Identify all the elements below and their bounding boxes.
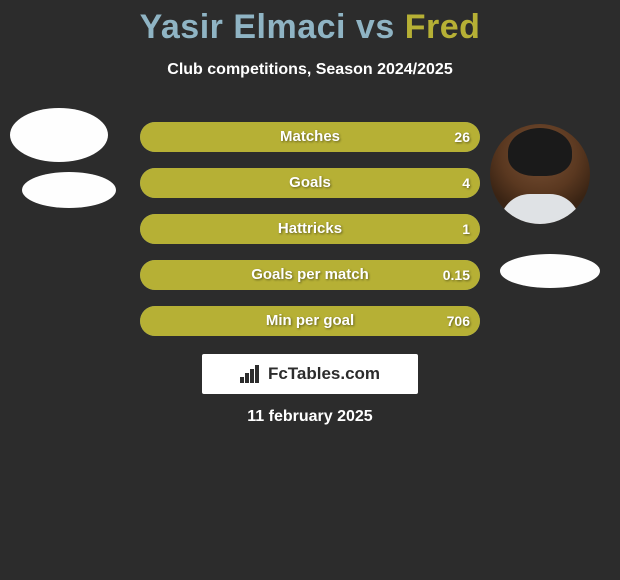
vs-text: vs — [356, 8, 395, 46]
fctables-logo-icon — [240, 365, 262, 383]
player1-shadow-ellipse — [22, 172, 116, 208]
stat-bar-row: Goals4 — [140, 168, 480, 198]
stat-bar-label: Min per goal — [140, 306, 480, 336]
stat-bar-value-right: 1 — [462, 214, 470, 244]
stat-bar-value-right: 706 — [447, 306, 470, 336]
stat-bar-label: Goals — [140, 168, 480, 198]
comparison-bar-chart: Matches26 Goals4 Hattricks1 Goals per match… — [140, 122, 480, 352]
player1-name: Yasir Elmaci — [140, 8, 346, 46]
comparison-title: Yasir Elmaci vs Fred — [0, 0, 620, 47]
player1-avatar-placeholder — [10, 108, 108, 162]
date-text: 11 february 2025 — [0, 408, 620, 426]
player2-name: Fred — [405, 8, 481, 46]
brand-box: FcTables.com — [202, 354, 418, 394]
stat-bar-row: Goals per match0.15 — [140, 260, 480, 290]
player2-avatar — [490, 124, 590, 224]
brand-text: FcTables.com — [268, 364, 380, 384]
stat-bar-label: Matches — [140, 122, 480, 152]
stat-bar-row: Hattricks1 — [140, 214, 480, 244]
stat-bar-label: Goals per match — [140, 260, 480, 290]
stat-bar-value-right: 0.15 — [443, 260, 470, 290]
stat-bar-value-right: 26 — [454, 122, 470, 152]
stat-bar-label: Hattricks — [140, 214, 480, 244]
stat-bar-value-right: 4 — [462, 168, 470, 198]
stat-bar-row: Matches26 — [140, 122, 480, 152]
subtitle: Club competitions, Season 2024/2025 — [0, 61, 620, 79]
player2-shadow-ellipse — [500, 254, 600, 288]
stat-bar-row: Min per goal706 — [140, 306, 480, 336]
